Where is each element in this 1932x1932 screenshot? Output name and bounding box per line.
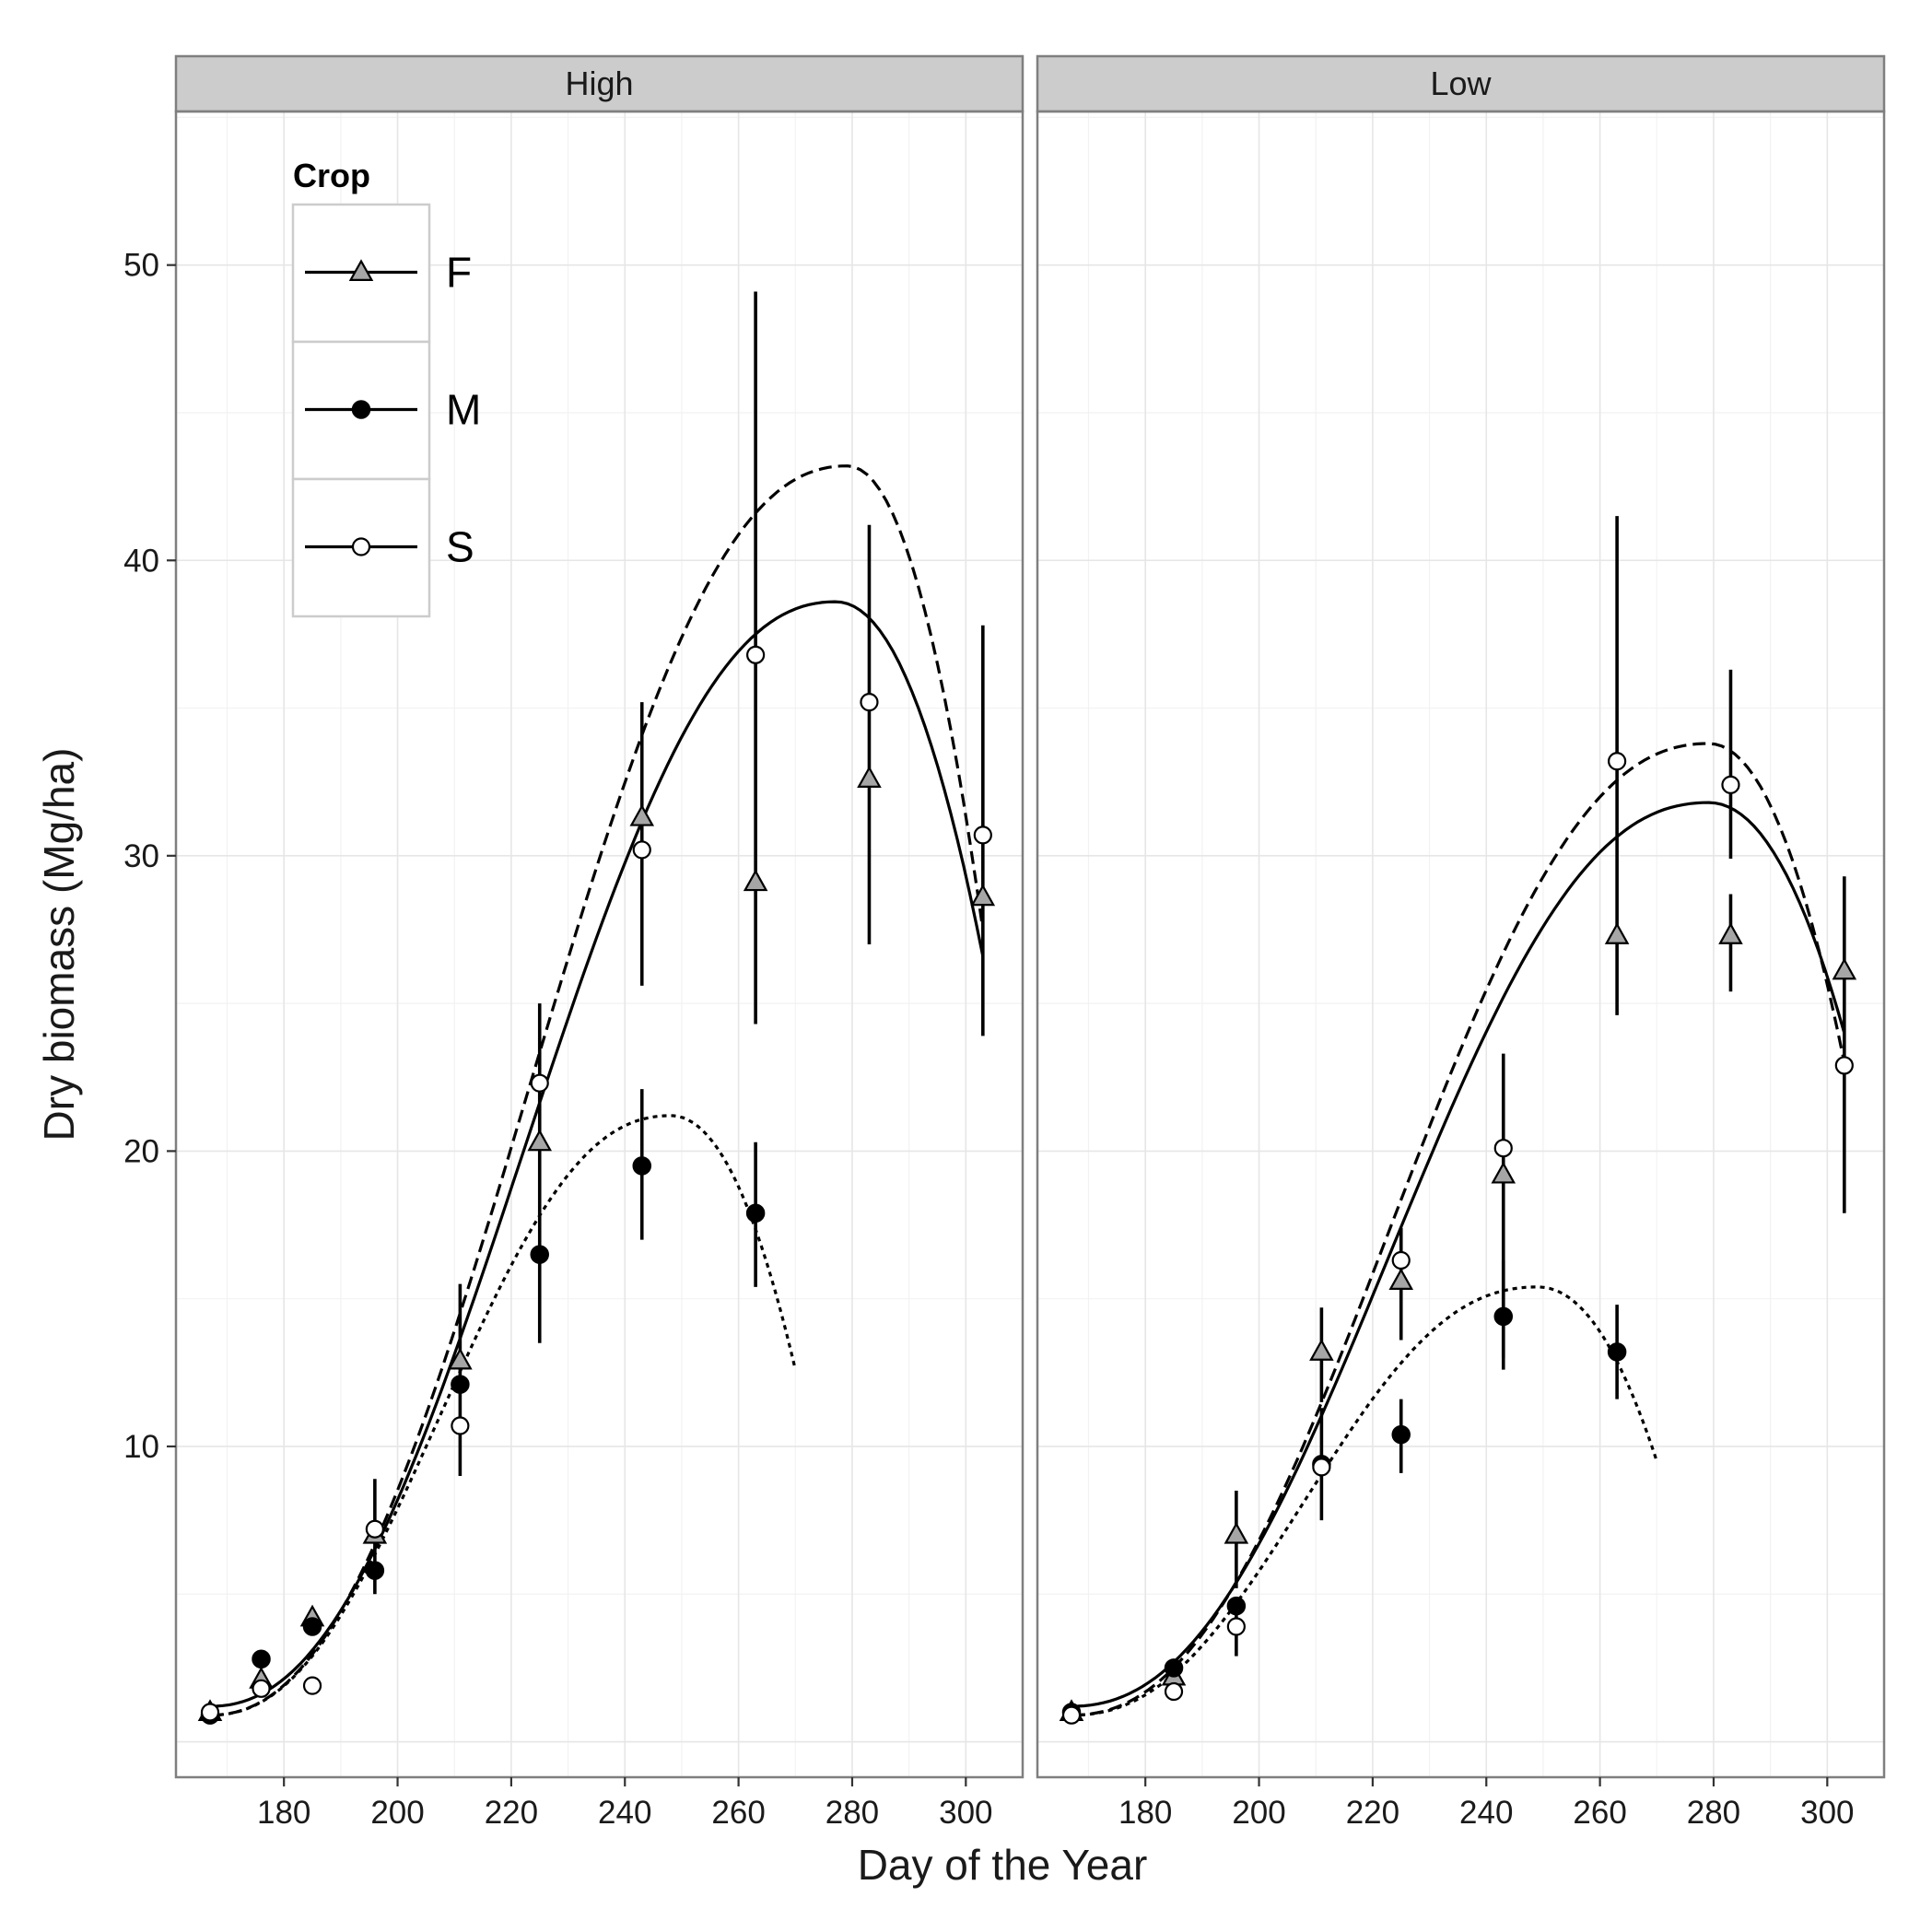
point-M xyxy=(451,1375,470,1394)
x-tick-label: 220 xyxy=(485,1795,538,1831)
point-M xyxy=(745,1203,766,1223)
strip-label: Low xyxy=(1430,64,1492,102)
x-axis-title: Day of the Year xyxy=(858,1841,1148,1889)
fit-curve-M xyxy=(209,1114,797,1717)
point-M xyxy=(530,1245,549,1264)
point-F xyxy=(1718,922,1743,944)
point-F xyxy=(448,1347,473,1370)
x-tick-label: 260 xyxy=(711,1795,765,1831)
y-tick-label: 20 xyxy=(123,1133,159,1169)
strip-background xyxy=(1036,54,1886,113)
fit-curve-S xyxy=(1071,742,1846,1717)
x-tick-label: 260 xyxy=(1573,1795,1626,1831)
point-S xyxy=(973,825,992,845)
x-tick-label: 180 xyxy=(257,1795,310,1831)
point-M xyxy=(1226,1596,1247,1616)
panel-border xyxy=(1036,110,1886,1779)
x-tick-label: 220 xyxy=(1346,1795,1399,1831)
point-M xyxy=(365,1561,385,1580)
strip-background xyxy=(174,54,1025,113)
x-tick-label: 200 xyxy=(1232,1795,1285,1831)
y-axis-title: Dry biomass (Mg/ha) xyxy=(35,748,83,1142)
legend-label: M xyxy=(446,386,481,434)
x-tick-label: 240 xyxy=(598,1795,651,1831)
x-tick-label: 280 xyxy=(825,1795,879,1831)
point-F xyxy=(629,803,655,826)
point-F xyxy=(1224,1521,1249,1544)
fit-curve-M xyxy=(1071,1285,1658,1717)
x-tick-label: 300 xyxy=(1800,1795,1854,1831)
point-M xyxy=(302,1617,322,1636)
legend-marker-open-circle xyxy=(351,537,371,556)
point-F xyxy=(1832,957,1857,980)
point-S xyxy=(365,1519,384,1539)
point-F xyxy=(1309,1339,1334,1361)
point-M xyxy=(632,1156,652,1176)
legend-label: S xyxy=(446,523,474,571)
point-F xyxy=(1491,1161,1516,1184)
point-F xyxy=(743,869,768,892)
point-S xyxy=(746,645,766,664)
point-S xyxy=(252,1679,271,1698)
x-tick-label: 200 xyxy=(370,1795,424,1831)
point-F xyxy=(1388,1268,1414,1290)
panel-background xyxy=(1037,111,1884,1777)
x-tick-label: 180 xyxy=(1118,1795,1172,1831)
y-tick-label: 50 xyxy=(123,248,159,284)
point-F xyxy=(857,766,882,788)
point-S xyxy=(1391,1250,1411,1270)
point-S xyxy=(451,1416,470,1435)
point-S xyxy=(302,1676,322,1695)
point-S xyxy=(860,693,879,712)
legend-title: Crop xyxy=(293,157,370,194)
point-M xyxy=(252,1649,271,1669)
point-S xyxy=(1834,1056,1854,1075)
x-tick-label: 280 xyxy=(1687,1795,1740,1831)
point-S xyxy=(1721,775,1740,794)
legend: Crop F M S xyxy=(291,157,481,618)
point-S xyxy=(1061,1705,1082,1725)
panel-border xyxy=(174,110,1025,1779)
panel-low: Low 180 200 220 240 260 280 300 xyxy=(1036,54,1886,1831)
point-F xyxy=(1604,922,1630,944)
y-tick-label: 10 xyxy=(123,1429,159,1465)
legend-marker-filled-circle xyxy=(351,400,371,419)
point-S xyxy=(1493,1139,1513,1158)
point-S xyxy=(1608,752,1627,771)
x-tick-label: 300 xyxy=(939,1795,992,1831)
x-tick-label: 240 xyxy=(1459,1795,1513,1831)
point-M xyxy=(1391,1424,1411,1445)
point-S xyxy=(1164,1681,1184,1702)
point-S xyxy=(200,1703,220,1722)
legend-marker-triangle xyxy=(348,259,374,281)
panel-high: High 180 200 220 240 260 280 300 10 20 30 40 50 xyxy=(123,54,1025,1831)
point-S xyxy=(632,840,651,860)
point-S xyxy=(1312,1458,1331,1477)
point-M xyxy=(1493,1306,1514,1327)
point-F xyxy=(970,884,996,907)
legend-label: F xyxy=(446,249,472,297)
strip-label: High xyxy=(565,64,633,102)
point-M xyxy=(1164,1658,1184,1678)
point-S xyxy=(530,1073,549,1093)
fit-curve-F xyxy=(209,600,985,1708)
fit-curve-F xyxy=(1071,801,1846,1708)
y-tick-label: 40 xyxy=(123,543,159,579)
point-M xyxy=(1607,1342,1627,1362)
point-F xyxy=(527,1129,553,1152)
y-tick-label: 30 xyxy=(123,838,159,874)
point-S xyxy=(1226,1617,1246,1636)
